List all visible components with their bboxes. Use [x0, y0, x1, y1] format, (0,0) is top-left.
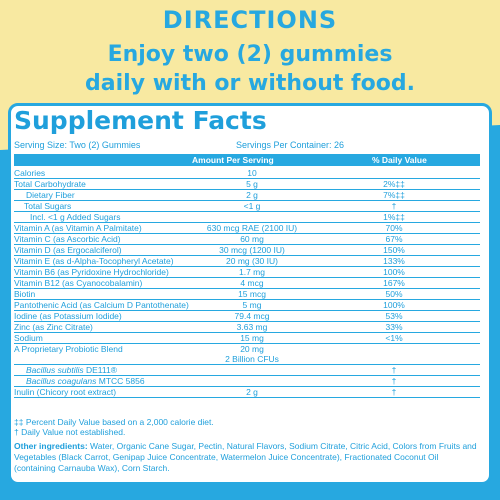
nutrient-amount: 20 mg (30 IU) — [226, 256, 278, 266]
nutrient-amount: <1 g — [243, 201, 261, 211]
nutrient-dv: 7%‡‡ — [383, 190, 405, 200]
nutrient-name: Dietary Fiber — [26, 190, 75, 200]
nutrient-amount: 5 mg — [242, 300, 262, 310]
footnote-dv-not-established: † Daily Value not established. — [14, 427, 126, 437]
supplement-facts-panel — [8, 103, 492, 485]
nutrient-dv: 100% — [383, 300, 405, 310]
nutrient-amount: 79.4 mcg — [234, 311, 270, 321]
table-row: Vitamin A (as Vitamin A Palmitate) 630 m… — [14, 223, 480, 234]
nutrient-name: Bacillus subtilis DE111® — [26, 365, 117, 375]
table-row: Vitamin D (as Ergocalciferol) 30 mcg (12… — [14, 245, 480, 256]
nutrient-dv: 150% — [383, 245, 405, 255]
nutrient-amount: 60 mg — [240, 234, 264, 244]
nutrient-name: Vitamin B6 (as Pyridoxine Hydrochloride) — [14, 267, 169, 277]
nutrient-amount: 15 mcg — [238, 289, 266, 299]
nutrient-dv: † — [391, 201, 397, 211]
nutrient-name: Pantothenic Acid (as Calcium D Pantothen… — [14, 300, 189, 310]
table-row: Vitamin E (as d-Alpha-Tocopheryl Acetate… — [14, 256, 480, 267]
nutrient-name: Sodium — [14, 333, 43, 343]
nutrient-dv: 167% — [383, 278, 405, 288]
nutrient-name: Vitamin D (as Ergocalciferol) — [14, 245, 122, 255]
directions-line-1: Enjoy two (2) gummies — [107, 42, 393, 67]
nutrient-amount-cfu: 2 Billion CFUs — [225, 354, 279, 364]
nutrient-name: Calories — [14, 168, 46, 178]
footnotes: ‡‡ Percent Daily Value based on a 2,000 … — [14, 417, 214, 437]
facts-header-bar: Amount Per Serving % Daily Value — [14, 154, 480, 166]
nutrient-name: Vitamin E (as d-Alpha-Tocopheryl Acetate… — [14, 256, 174, 266]
table-row: Bacillus subtilis DE111® † — [14, 365, 480, 376]
nutrient-name: Inulin (Chicory root extract) — [14, 387, 117, 397]
nutrient-name: Total Sugars — [24, 201, 72, 211]
nutrient-name: Vitamin B12 (as Cyanocobalamin) — [14, 278, 143, 288]
table-row: Inulin (Chicory root extract) 2 g † — [14, 387, 480, 398]
table-row: Sodium 15 mg <1% — [14, 333, 480, 344]
table-row: Vitamin B12 (as Cyanocobalamin) 4 mcg 16… — [14, 278, 480, 289]
nutrient-name: Incl. <1 g Added Sugars — [30, 212, 121, 222]
facts-table: Calories 10 Total Carbohydrate 5 g 2%‡‡ … — [14, 168, 480, 398]
nutrient-name: Zinc (as Zinc Citrate) — [14, 322, 93, 332]
other-ingredients-text: Water, Organic Cane Sugar, Pectin, Natur… — [14, 441, 477, 473]
daily-value-header: % Daily Value — [372, 155, 427, 165]
nutrient-name: Iodine (as Potassium Iodide) — [14, 311, 122, 321]
probiotic-strain-italic: Bacillus coagulans — [26, 376, 97, 386]
probiotic-strain-code: DE111® — [83, 365, 117, 375]
supplement-facts-title: Supplement Facts — [14, 106, 267, 135]
table-row: Pantothenic Acid (as Calcium D Pantothen… — [14, 300, 480, 311]
nutrient-name: Vitamin A (as Vitamin A Palmitate) — [14, 223, 142, 233]
table-row: Incl. <1 g Added Sugars 1%‡‡ — [14, 212, 480, 223]
servings-per-container: Servings Per Container: 26 — [236, 140, 345, 150]
serving-info: Serving Size: Two (2) Gummies Servings P… — [14, 140, 482, 152]
nutrient-dv: 100% — [383, 267, 405, 277]
nutrient-amount: 10 — [247, 168, 257, 178]
nutrient-amount: 5 g — [246, 179, 258, 189]
nutrient-amount: 1.7 mg — [239, 267, 265, 277]
footnote-percent-dv: ‡‡ Percent Daily Value based on a 2,000 … — [14, 417, 214, 427]
nutrient-dv: 53% — [385, 311, 403, 321]
nutrient-dv: † — [391, 365, 397, 375]
nutrient-amount: 2 g — [246, 387, 258, 397]
nutrient-amount: 4 mcg — [240, 278, 264, 288]
nutrient-dv: 1%‡‡ — [383, 212, 405, 222]
nutrient-dv: 2%‡‡ — [383, 179, 405, 189]
nutrient-name: A Proprietary Probiotic Blend — [14, 344, 123, 354]
nutrient-dv: † — [391, 387, 397, 397]
table-row: Total Carbohydrate 5 g 2%‡‡ — [14, 179, 480, 190]
table-row: Iodine (as Potassium Iodide) 79.4 mcg 53… — [14, 311, 480, 322]
nutrient-name: Vitamin C (as Ascorbic Acid) — [14, 234, 121, 244]
table-row: Total Sugars <1 g † — [14, 201, 480, 212]
directions-line-2: daily with or without food. — [85, 71, 415, 96]
directions-title: DIRECTIONS — [162, 6, 338, 34]
nutrient-dv: 67% — [385, 234, 403, 244]
table-row: Vitamin C (as Ascorbic Acid) 60 mg 67% — [14, 234, 480, 245]
probiotic-strain-code: MTCC 5856 — [96, 376, 145, 386]
nutrient-amount: 30 mcg (1200 IU) — [219, 245, 285, 255]
nutrient-name: Biotin — [14, 289, 36, 299]
nutrient-dv: 133% — [383, 256, 405, 266]
serving-size: Serving Size: Two (2) Gummies — [14, 140, 141, 150]
nutrient-dv: 33% — [385, 322, 403, 332]
table-row: Zinc (as Zinc Citrate) 3.63 mg 33% — [14, 322, 480, 333]
nutrient-amount: 630 mcg RAE (2100 IU) — [206, 223, 298, 233]
nutrient-name: Total Carbohydrate — [14, 179, 86, 189]
nutrient-dv: 50% — [385, 289, 403, 299]
nutrient-amount: 20 mg — [240, 344, 264, 354]
table-row: Biotin 15 mcg 50% — [14, 289, 480, 300]
probiotic-strain-italic: Bacillus subtilis — [26, 365, 84, 375]
other-ingredients-label: Other ingredients: — [14, 441, 88, 451]
table-row: Calories 10 — [14, 168, 480, 179]
nutrient-name: Bacillus coagulans MTCC 5856 — [26, 376, 145, 386]
other-ingredients: Other ingredients: Water, Organic Cane S… — [14, 441, 480, 474]
nutrient-dv: † — [391, 376, 397, 386]
table-row: A Proprietary Probiotic Blend 20 mg 2 Bi… — [14, 344, 480, 365]
table-row: Bacillus coagulans MTCC 5856 † — [14, 376, 480, 387]
nutrient-amount: 15 mg — [240, 333, 264, 343]
table-row: Dietary Fiber 2 g 7%‡‡ — [14, 190, 480, 201]
nutrient-amount: 2 g — [246, 190, 258, 200]
directions-text: Enjoy two (2) gummies daily with or with… — [0, 40, 500, 98]
nutrient-dv: <1% — [385, 333, 403, 343]
nutrient-amount: 3.63 mg — [236, 322, 268, 332]
amount-per-serving-header: Amount Per Serving — [192, 155, 274, 165]
nutrient-dv: 70% — [385, 223, 403, 233]
table-row: Vitamin B6 (as Pyridoxine Hydrochloride)… — [14, 267, 480, 278]
